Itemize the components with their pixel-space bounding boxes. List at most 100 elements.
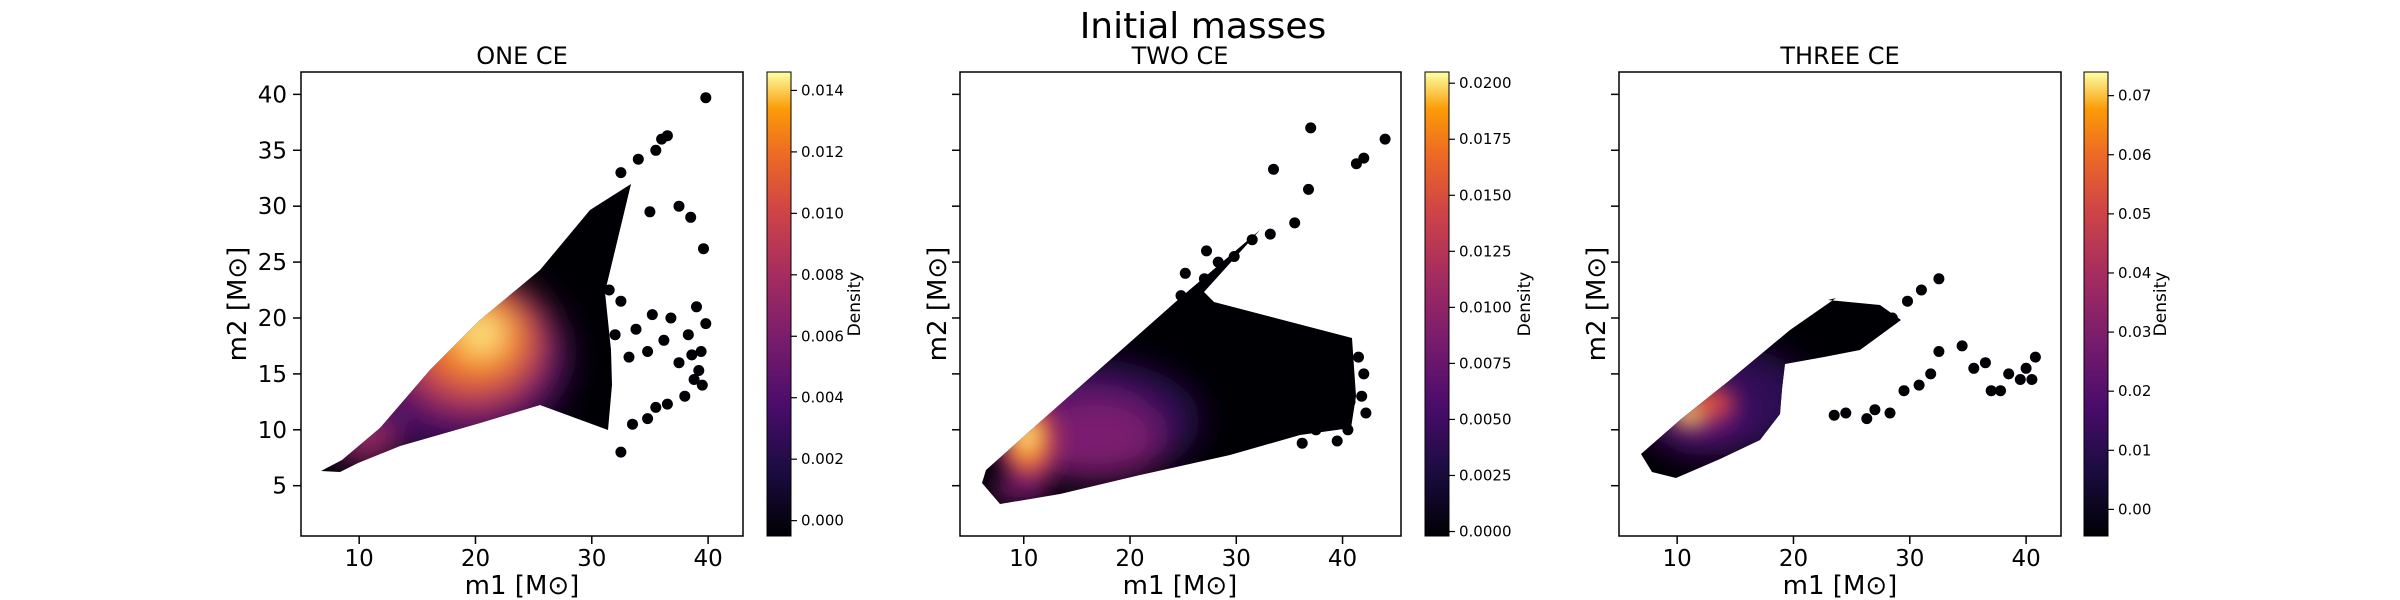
x-tick-label: 20	[1115, 546, 1144, 572]
x-axis-label: m1 [M⊙]	[1783, 571, 1898, 600]
panel-three-ce: 10 20 30 40 THREE CE m1 [M⊙] m2 [M⊙] 0.000.…	[1582, 42, 2171, 600]
scatter-point	[1861, 413, 1873, 425]
scatter-point	[1840, 407, 1852, 419]
scatter-point	[632, 153, 644, 165]
colorbar-tick-label: 0.000	[801, 512, 844, 530]
scatter-point	[609, 329, 621, 341]
scatter-point	[665, 312, 677, 324]
x-tick-label: 40	[2011, 546, 2040, 572]
scatter-point	[1828, 409, 1840, 421]
colorbar-tick-label: 0.04	[2118, 264, 2151, 282]
scatter-point	[1360, 407, 1372, 419]
x-tick-label: 30	[1222, 546, 1251, 572]
colorbar-tick-label: 0.0100	[1459, 298, 1512, 316]
scatter-point	[658, 334, 670, 346]
scatter-point	[630, 323, 642, 335]
scatter-point	[1933, 273, 1945, 285]
colorbar-tick-label: 0.014	[801, 81, 844, 99]
scatter-point	[2003, 368, 2015, 380]
scatter-point	[1913, 379, 1925, 391]
colorbar-tick-label: 0.03	[2118, 323, 2151, 341]
colorbar-tick-label: 0.0075	[1459, 354, 1512, 372]
colorbar-tick-label: 0.0000	[1459, 523, 1512, 541]
scatter-point	[1331, 435, 1343, 447]
scatter-point	[1179, 267, 1191, 279]
scatter-point	[592, 262, 604, 274]
colorbar-tick-label: 0.0150	[1459, 186, 1512, 204]
x-axis-label: m1 [M⊙]	[1123, 571, 1238, 600]
scatter-point	[646, 309, 658, 321]
colorbar-tick-label: 0.006	[801, 327, 844, 345]
x-tick-label: 40	[693, 546, 722, 572]
panel-two-ce: 10 20 30 40 TWO CE m1 [M⊙] m2 [M⊙] 0.00000.…	[923, 42, 1535, 600]
scatter-point	[673, 200, 685, 212]
colorbar-label: Density	[1515, 272, 1535, 337]
scatter-point	[656, 133, 668, 145]
y-axis	[1611, 93, 1619, 487]
colorbar-label: Density	[2151, 272, 2171, 337]
colorbar-tick-label: 0.002	[801, 450, 844, 468]
scatter-point	[1968, 362, 1980, 374]
scatter-point	[1356, 390, 1368, 402]
scatter-point	[1898, 385, 1910, 397]
scatter-point	[597, 390, 609, 402]
y-tick-label: 10	[258, 418, 287, 444]
scatter-point	[682, 329, 694, 341]
y-tick-label: 35	[258, 138, 287, 164]
colorbar-tick-label: 0.06	[2118, 146, 2151, 164]
x-tick-label: 20	[1779, 546, 1808, 572]
y-axis-label: m2 [M⊙]	[223, 247, 253, 362]
scatter-point	[679, 390, 691, 402]
scatter-point	[615, 446, 627, 458]
x-tick-label: 10	[1663, 546, 1692, 572]
x-tick-label: 40	[1328, 546, 1357, 572]
scatter-outliers	[1175, 122, 1391, 449]
colorbar-tick-label: 0.0025	[1459, 466, 1512, 484]
scatter-point	[1175, 290, 1187, 302]
scatter-point	[623, 351, 635, 363]
y-tick-label: 5	[272, 474, 287, 500]
colorbar-ticks: 0.000 0.002 0.004 0.006 0.008 0.010 0.012 0.014	[791, 81, 844, 530]
scatter-point	[1915, 284, 1927, 296]
colorbar-tick-label: 0.008	[801, 266, 844, 284]
x-tick-label: 30	[577, 546, 606, 572]
scatter-point	[2026, 374, 2038, 385]
scatter-point	[1264, 228, 1276, 240]
x-tick-label: 20	[461, 546, 490, 572]
scatter-point	[644, 206, 656, 218]
scatter-point	[696, 379, 708, 391]
colorbar-tick-label: 0.012	[801, 143, 844, 161]
scatter-point	[2014, 374, 2026, 385]
scatter-point	[642, 413, 654, 425]
scatter-point	[650, 144, 662, 156]
scatter-point	[1379, 133, 1391, 145]
figure-suptitle: Initial masses	[1080, 6, 1327, 47]
scatter-point	[1358, 368, 1370, 380]
scatter-point	[1344, 396, 1356, 408]
scatter-point	[1246, 234, 1258, 246]
scatter-point	[688, 374, 700, 385]
scatter-point	[1925, 368, 1937, 380]
y-tick-label: 15	[258, 362, 287, 388]
colorbar-tick-label: 0.004	[801, 389, 844, 407]
scatter-point	[1228, 251, 1240, 262]
colorbar-tick-label: 0.0050	[1459, 410, 1512, 428]
scatter-outliers	[1828, 273, 2041, 425]
colorbar-tick-label: 0.00	[2118, 500, 2151, 518]
scatter-point	[1886, 312, 1898, 324]
panel-title: ONE CE	[476, 42, 568, 70]
scatter-point	[1289, 217, 1301, 229]
colorbar	[2083, 71, 2109, 537]
scatter-point	[661, 398, 673, 410]
x-axis: 10 20 30 40	[345, 536, 723, 572]
scatter-point	[1869, 404, 1881, 416]
scatter-point	[1884, 407, 1896, 419]
scatter-point	[1956, 340, 1968, 352]
x-axis-label: m1 [M⊙]	[465, 571, 580, 600]
scatter-point	[2020, 362, 2032, 374]
y-tick-label: 25	[258, 250, 287, 276]
scatter-point	[1353, 351, 1364, 363]
scatter-point	[1979, 357, 1991, 369]
